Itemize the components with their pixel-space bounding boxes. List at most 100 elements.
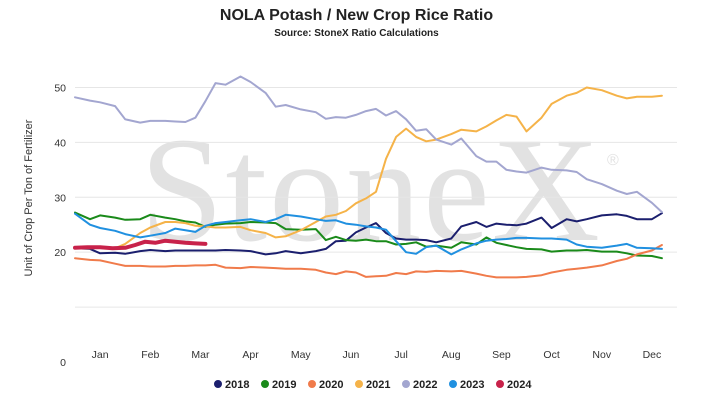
data-point <box>651 247 653 249</box>
data-point <box>385 114 387 117</box>
data-point <box>335 214 337 216</box>
data-point <box>566 218 568 220</box>
data-point <box>525 248 528 250</box>
legend-marker <box>402 380 410 388</box>
data-point <box>355 231 357 233</box>
data-point <box>184 249 186 252</box>
data-point <box>385 232 387 234</box>
data-point <box>435 241 437 243</box>
data-point <box>265 253 267 255</box>
data-point <box>335 219 337 221</box>
y-tick-label: 20 <box>54 247 66 259</box>
data-point <box>345 223 347 225</box>
legend-item-2020[interactable]: 2020 <box>308 379 343 391</box>
data-point <box>365 110 367 112</box>
data-point <box>335 236 337 238</box>
data-point <box>124 243 126 245</box>
data-point <box>300 215 302 218</box>
legend-item-2023[interactable]: 2023 <box>449 379 484 391</box>
data-point <box>601 183 603 185</box>
data-point <box>495 119 497 121</box>
data-point <box>405 128 407 130</box>
data-point <box>365 276 367 278</box>
data-point <box>651 96 653 98</box>
data-point <box>475 242 477 244</box>
data-point <box>355 240 357 242</box>
legend-item-2018[interactable]: 2018 <box>214 379 249 391</box>
data-point <box>450 270 452 272</box>
x-tick-label: Mar <box>191 349 210 361</box>
data-point <box>250 81 252 83</box>
x-tick-label: Jun <box>342 349 359 361</box>
x-tick-label: Apr <box>242 349 259 361</box>
watermark: StoneX ® <box>140 107 619 273</box>
data-point <box>139 122 141 124</box>
data-point <box>89 218 91 220</box>
data-point <box>525 130 528 132</box>
x-tick-label: Feb <box>141 349 159 361</box>
data-point <box>174 265 176 267</box>
data-point <box>239 267 242 269</box>
legend-item-2022[interactable]: 2022 <box>402 379 437 391</box>
legend[interactable]: 2018 2019 2020 2021 2022 2023 2024 <box>214 379 532 391</box>
y-axis: 0 20 30 40 50 <box>54 82 66 369</box>
data-point <box>515 116 518 118</box>
data-point <box>114 217 116 219</box>
data-point <box>355 271 357 274</box>
data-point <box>204 249 206 252</box>
data-point <box>551 227 553 229</box>
data-point <box>525 237 528 239</box>
data-point <box>149 120 151 122</box>
legend-item-2019[interactable]: 2019 <box>261 379 296 391</box>
legend-item-2024[interactable]: 2024 <box>496 379 532 391</box>
data-point <box>586 246 588 248</box>
data-point <box>395 272 397 274</box>
data-point <box>415 241 417 243</box>
data-point <box>265 232 267 234</box>
data-point <box>425 246 427 248</box>
data-point <box>224 249 227 251</box>
data-point <box>395 240 397 242</box>
data-point <box>450 247 452 249</box>
data-point <box>636 253 638 255</box>
legend-marker <box>355 380 363 388</box>
data-point <box>214 224 217 226</box>
data-point <box>134 244 136 246</box>
data-point <box>566 239 568 241</box>
data-point <box>139 250 141 252</box>
data-point <box>515 276 518 278</box>
data-point <box>415 270 417 272</box>
data-point <box>450 133 452 135</box>
data-point <box>164 265 166 268</box>
data-point <box>566 249 568 252</box>
data-point <box>395 237 397 240</box>
data-point <box>250 229 252 231</box>
data-point <box>325 248 327 250</box>
data-point <box>616 251 618 253</box>
data-point <box>415 239 417 241</box>
data-point <box>224 84 227 86</box>
data-point <box>586 86 588 89</box>
data-point <box>576 249 578 252</box>
data-point <box>275 267 277 269</box>
data-point <box>661 244 663 246</box>
data-point <box>450 237 452 240</box>
data-point <box>405 251 407 253</box>
data-point <box>214 82 217 84</box>
data-point <box>239 249 242 252</box>
data-point <box>194 221 196 224</box>
data-point <box>460 137 462 140</box>
data-point <box>204 243 206 245</box>
legend-marker <box>308 380 316 388</box>
data-point <box>285 268 287 270</box>
legend-item-2021[interactable]: 2021 <box>355 379 390 391</box>
data-point <box>460 248 462 250</box>
data-point <box>415 130 417 132</box>
y-tick-label: 50 <box>54 82 66 94</box>
data-point <box>335 273 337 275</box>
data-point <box>616 190 618 192</box>
data-point <box>114 105 116 107</box>
data-point <box>194 264 196 266</box>
data-point <box>636 96 638 98</box>
data-point <box>566 269 568 271</box>
